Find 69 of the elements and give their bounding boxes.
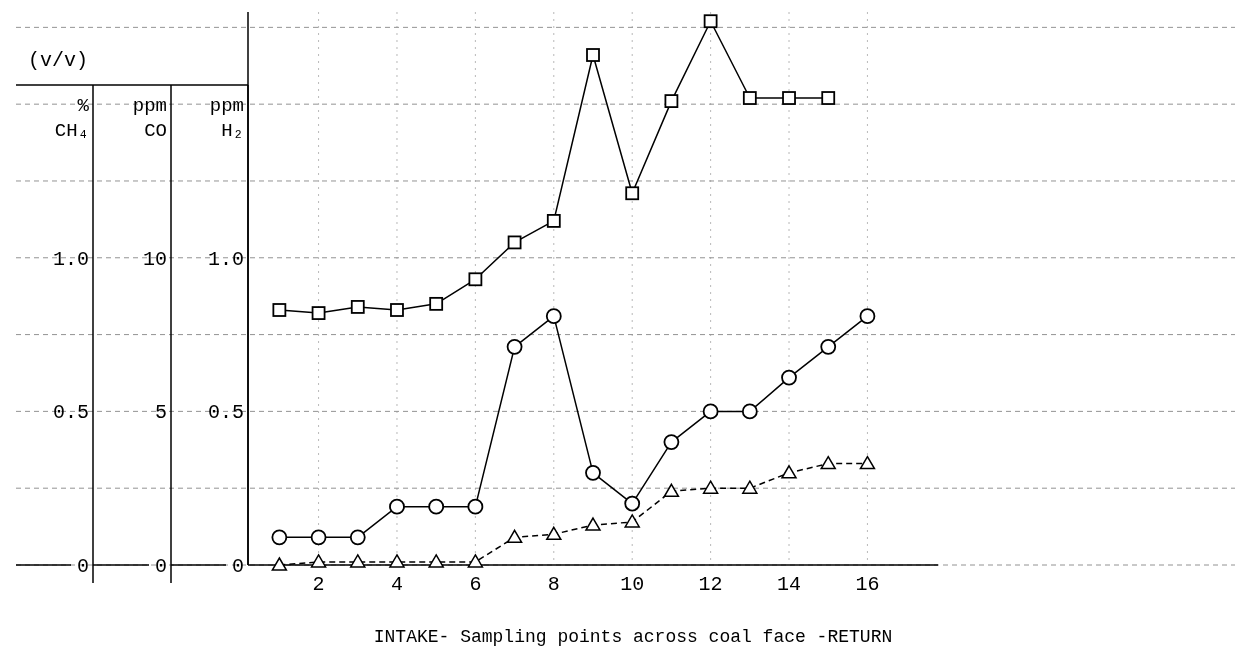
point — [859, 308, 876, 325]
point — [742, 480, 758, 494]
point — [742, 91, 757, 105]
x-tick-label: 16 — [855, 573, 880, 596]
y2-tick-label: 5 — [154, 401, 167, 425]
point — [428, 554, 444, 568]
point — [702, 403, 719, 420]
point — [781, 369, 797, 386]
x-tick-label: 14 — [777, 573, 802, 596]
point — [468, 272, 483, 287]
x-tick-label: 4 — [390, 573, 403, 596]
y-tick-label: 0 — [231, 555, 244, 578]
point — [467, 554, 484, 568]
y2-tick-label: 10 — [142, 247, 167, 271]
point — [624, 495, 641, 512]
x-axis-title: INTAKE- Sampling points across coal face -RETURN — [373, 627, 893, 647]
point — [820, 455, 836, 470]
point — [585, 517, 601, 531]
point — [624, 514, 640, 528]
point — [586, 48, 600, 62]
point — [507, 235, 522, 250]
point — [781, 465, 797, 479]
x-tick-label: 2 — [312, 573, 325, 596]
point — [859, 455, 876, 470]
point — [271, 529, 288, 546]
point — [349, 529, 366, 546]
point — [506, 529, 523, 544]
point — [585, 464, 601, 481]
x-tick-label: 10 — [620, 573, 645, 596]
point — [390, 303, 404, 317]
point — [546, 526, 562, 541]
point — [821, 91, 836, 105]
x-tick-label: 8 — [547, 573, 560, 596]
y-tick-label: 1.0 — [207, 247, 244, 271]
point — [350, 554, 366, 568]
y2-tick-label: 0 — [154, 555, 167, 578]
point — [271, 557, 288, 571]
point — [272, 303, 287, 317]
point — [389, 554, 405, 568]
x-tick-label: 6 — [469, 573, 482, 596]
point — [545, 308, 562, 325]
point — [310, 529, 327, 546]
point — [350, 300, 365, 314]
point — [467, 498, 484, 515]
point — [311, 306, 326, 320]
point — [429, 296, 444, 311]
point — [663, 434, 680, 451]
point — [741, 403, 758, 420]
y3-tick-label: 1.0 — [52, 247, 89, 271]
y-axis-title: ppm H₂ — [209, 95, 244, 142]
point — [389, 498, 405, 515]
y3-tick-label: 0 — [76, 555, 89, 578]
x-tick-label: 12 — [698, 573, 723, 596]
point — [820, 338, 837, 355]
point — [703, 14, 718, 29]
text: (v/v) — [28, 49, 89, 72]
point — [310, 554, 327, 568]
y3-tick-label: 0.5 — [52, 401, 89, 425]
y3-axis-title: % CH₄ — [54, 95, 90, 142]
point — [663, 483, 680, 498]
point — [782, 91, 796, 105]
point — [428, 498, 445, 515]
point — [702, 480, 719, 494]
y-tick-label: 0.5 — [207, 401, 244, 425]
point — [625, 186, 640, 201]
y2-axis-title: ppm CO — [132, 95, 167, 142]
point — [664, 94, 679, 108]
point — [546, 214, 561, 228]
point — [506, 338, 523, 355]
